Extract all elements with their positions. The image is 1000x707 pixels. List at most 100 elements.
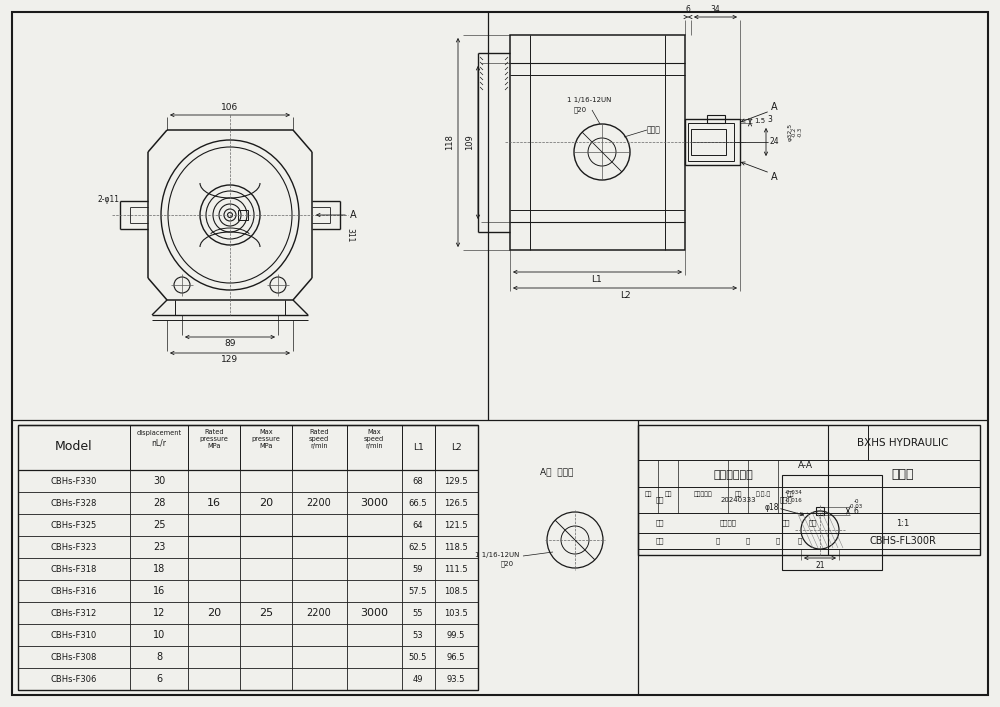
Text: 齿轮泵: 齿轮泵	[892, 469, 914, 481]
Text: 93.5: 93.5	[447, 674, 465, 684]
Text: Rated
speed
r/min: Rated speed r/min	[309, 429, 329, 449]
Bar	[688, 123, 734, 161]
Text: 20: 20	[207, 608, 221, 618]
Text: 标准化: 标准化	[780, 497, 792, 503]
Text: 126.5: 126.5	[444, 498, 468, 508]
Text: CBHs-F312: CBHs-F312	[51, 609, 97, 617]
Text: 标记: 标记	[644, 491, 652, 497]
Text: 1.5: 1.5	[754, 118, 766, 124]
Text: 6: 6	[854, 508, 858, 517]
Text: 更改文件号: 更改文件号	[694, 491, 712, 497]
Text: 111.5: 111.5	[444, 564, 468, 573]
Text: Max
speed
r/min: Max speed r/min	[364, 429, 384, 449]
Text: 审核: 审核	[656, 520, 664, 526]
Text: 12: 12	[153, 608, 165, 618]
Text: L2: L2	[620, 291, 630, 300]
Text: 1:1: 1:1	[896, 518, 910, 527]
Text: φ18: φ18	[765, 503, 779, 513]
Text: CBHs-F328: CBHs-F328	[51, 498, 97, 508]
Text: 重量: 重量	[782, 520, 790, 526]
Text: 118.5: 118.5	[444, 542, 468, 551]
Text: 68: 68	[413, 477, 423, 486]
Bar	[510, 35, 685, 250]
Bar	[782, 475, 882, 570]
Text: 2200: 2200	[307, 608, 331, 618]
Text: 1 1/16-12UN: 1 1/16-12UN	[475, 552, 519, 558]
Text: 分区: 分区	[664, 491, 672, 497]
Text: CBHs-F330: CBHs-F330	[51, 477, 97, 486]
Text: 34: 34	[710, 6, 720, 15]
Text: 3: 3	[768, 115, 772, 124]
Text: 6: 6	[686, 6, 690, 15]
Text: 96.5: 96.5	[447, 653, 465, 662]
Text: 66.5: 66.5	[409, 498, 427, 508]
Bar	[18, 425, 478, 690]
Text: 比例: 比例	[786, 491, 794, 497]
Text: BXHS HYDRAULIC: BXHS HYDRAULIC	[857, 438, 949, 448]
Text: 深20: 深20	[500, 561, 514, 567]
Text: 20: 20	[259, 498, 273, 508]
Text: CBHs-F310: CBHs-F310	[51, 631, 97, 640]
Text: CBHs-F308: CBHs-F308	[51, 653, 97, 662]
Text: 28: 28	[153, 498, 165, 508]
Bar	[691, 129, 726, 155]
Text: 99.5: 99.5	[447, 631, 465, 640]
Text: 24: 24	[769, 137, 779, 146]
Text: 8: 8	[156, 652, 162, 662]
Text: 89: 89	[224, 339, 236, 349]
Bar	[816, 507, 824, 515]
Text: 311: 311	[346, 228, 354, 243]
Text: 6: 6	[156, 674, 162, 684]
Text: 49: 49	[413, 674, 423, 684]
Text: 118: 118	[446, 134, 454, 150]
Text: L1: L1	[592, 276, 602, 284]
Text: 深20: 深20	[574, 107, 587, 113]
Text: 30: 30	[153, 476, 165, 486]
Text: 张: 张	[798, 538, 802, 544]
Text: 50.5: 50.5	[409, 653, 427, 662]
Text: 108.5: 108.5	[444, 587, 468, 595]
Text: CBHs-F318: CBHs-F318	[51, 564, 97, 573]
Text: 3000: 3000	[360, 498, 388, 508]
Text: A: A	[350, 210, 356, 220]
Text: Rated
pressure
MPa: Rated pressure MPa	[200, 429, 228, 449]
Text: 109: 109	[466, 134, 475, 150]
Text: CBHs-F316: CBHs-F316	[51, 587, 97, 595]
Text: L1: L1	[413, 443, 423, 452]
Text: A向  出油口: A向 出油口	[540, 467, 574, 477]
Text: Model: Model	[55, 440, 93, 453]
Text: CBHS-FL300R: CBHS-FL300R	[870, 536, 936, 546]
Text: Max
pressure
MPa: Max pressure MPa	[252, 429, 280, 449]
Text: -0.2
-0.3: -0.2 -0.3	[792, 127, 802, 137]
Text: 121.5: 121.5	[444, 520, 468, 530]
Text: 进油口: 进油口	[647, 126, 661, 134]
Bar	[638, 425, 980, 555]
Text: A: A	[771, 102, 777, 112]
Text: 2-φ11: 2-φ11	[97, 196, 119, 204]
Text: 129.5: 129.5	[444, 477, 468, 486]
Text: A-A: A-A	[798, 460, 812, 469]
Text: nL/r: nL/r	[152, 438, 166, 448]
Text: 3000: 3000	[360, 608, 388, 618]
Text: 张: 张	[746, 538, 750, 544]
Text: 比例: 比例	[809, 520, 817, 526]
Text: -0.034: -0.034	[785, 491, 803, 496]
Text: CBHs-F306: CBHs-F306	[51, 674, 97, 684]
Text: -0.016: -0.016	[785, 498, 803, 503]
Text: 59: 59	[413, 564, 423, 573]
Text: φ32.5: φ32.5	[788, 123, 792, 141]
Text: 103.5: 103.5	[444, 609, 468, 617]
Text: 2200: 2200	[307, 498, 331, 508]
Text: 21: 21	[815, 561, 825, 570]
Text: 数量标记: 数量标记	[720, 520, 736, 526]
Text: A: A	[771, 172, 777, 182]
Text: displacement: displacement	[136, 430, 182, 436]
Text: L2: L2	[451, 443, 461, 452]
Text: 20240333: 20240333	[720, 497, 756, 503]
Bar	[707, 115, 725, 123]
Text: 年.月.日: 年.月.日	[755, 491, 771, 497]
Text: 57.5: 57.5	[409, 587, 427, 595]
Text: 25: 25	[259, 608, 273, 618]
Text: 62.5: 62.5	[409, 542, 427, 551]
Text: 签名: 签名	[734, 491, 742, 497]
